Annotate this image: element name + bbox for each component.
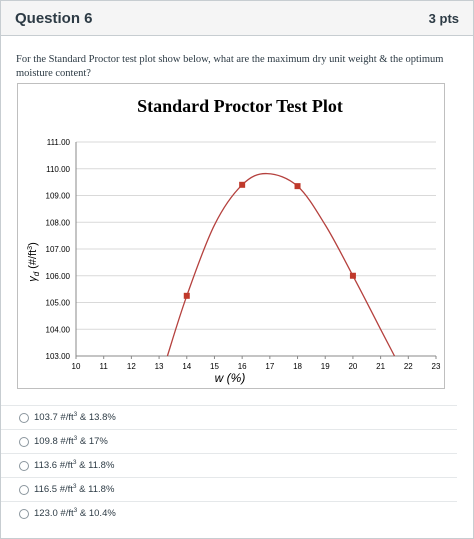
question-text: For the Standard Proctor test plot show … [16,54,444,79]
compaction-curve [166,172,396,357]
answer-moisture: & 11.8% [76,484,115,496]
x-axis-label-text: w (%) [215,371,246,385]
x-tick-label: 10 [72,362,81,371]
answer-label: 103.7 #/ft3 & 13.8% [34,411,116,423]
answer-option-4[interactable]: 116.5 #/ft3 & 11.8% [1,477,457,502]
radio-button[interactable] [19,437,29,447]
answer-value: 113.6 #/ft [34,460,73,472]
answer-option-1[interactable]: 103.7 #/ft3 & 13.8% [1,405,457,430]
radio-button[interactable] [19,413,29,423]
y-axis-label-units: (#/ft [27,250,39,272]
radio-button[interactable] [19,485,29,495]
answer-value: 103.7 #/ft [34,412,74,424]
question-header: Question 6 3 pts [1,1,473,36]
x-tick-label: 16 [238,362,247,371]
y-axis-label-close: ) [27,242,39,246]
radio-button[interactable] [19,509,29,519]
answer-moisture: & 13.8% [77,412,116,424]
data-point [349,272,356,279]
y-tick-label: 108.00 [46,218,71,227]
answer-exponent: 3 [73,411,78,418]
answer-option-3[interactable]: 113.6 #/ft3 & 11.8% [1,453,457,478]
x-tick-labels: 10 11 12 13 14 15 16 17 18 19 20 21 22 23 [72,362,441,371]
data-point [183,292,190,299]
x-tick-label: 20 [348,362,357,371]
y-tick-label: 105.00 [46,299,71,308]
axes [75,142,437,359]
answer-label: 123.0 #/ft3 & 10.4% [34,507,116,519]
x-tick-label: 15 [210,362,219,371]
proctor-chart-svg: Standard Proctor Test Plot 103.00104.001… [27,96,441,385]
x-tick-label: 11 [100,362,109,371]
answer-exponent: 3 [73,435,78,442]
answer-value: 116.5 #/ft [34,484,73,496]
answer-option-5[interactable]: 123.0 #/ft3 & 10.4% [1,501,457,526]
y-axis-label: γd (#/ft3) [27,242,41,282]
answer-label: 113.6 #/ft3 & 11.8% [34,459,114,471]
y-tick-label: 111.00 [47,138,71,147]
x-tick-label: 17 [265,362,274,371]
y-tick-label: 103.00 [46,352,71,361]
y-axis-label-symbol: γ [27,275,39,282]
data-point [294,183,301,190]
x-axis-label: w (%) [215,371,246,385]
answer-label: 109.8 #/ft3 & 17% [34,435,108,447]
x-tick-label: 22 [404,362,413,371]
answer-value: 109.8 #/ft [34,436,74,448]
y-axis-label-exp: 3 [27,246,34,250]
data-point [239,181,246,188]
question-title: Question 6 [15,10,93,27]
data-points [183,181,356,299]
answer-exponent: 3 [73,507,78,514]
answer-exponent: 3 [72,483,77,490]
x-tick-label: 23 [432,362,441,371]
x-tick-label: 21 [376,362,385,371]
x-tick-label: 19 [321,362,330,371]
y-tick-labels: 103.00 104.00 105.00 106.00 107.00 108.00 109.… [46,138,71,361]
proctor-chart: Standard Proctor Test Plot 103.00 104.00 1… [17,83,445,389]
answer-moisture: & 17% [77,436,108,448]
y-axis-label-subscript: d [32,271,41,276]
y-tick-label: 104.00 [46,325,71,334]
x-tick-label: 14 [182,362,191,371]
question-points: 3 pts [428,11,459,26]
x-tick-label: 13 [155,362,164,371]
y-tick-label: 110.00 [46,165,70,174]
x-tick-label: 12 [127,362,136,371]
y-tick-label: 109.00 [46,192,71,201]
answer-label: 116.5 #/ft3 & 11.8% [34,483,114,495]
grid-lines [76,141,436,330]
answer-option-2[interactable]: 109.8 #/ft3 & 17% [1,429,457,454]
answer-exponent: 3 [72,459,77,466]
radio-button[interactable] [19,461,29,471]
answer-value: 123.0 #/ft [34,508,74,520]
y-tick-label: 107.00 [46,245,71,254]
answer-moisture: & 11.8% [76,460,115,472]
y-tick-label: 106.00 [46,272,71,281]
x-tick-label: 18 [293,362,302,371]
answer-moisture: & 10.4% [77,508,116,520]
chart-title: Standard Proctor Test Plot [137,96,343,116]
